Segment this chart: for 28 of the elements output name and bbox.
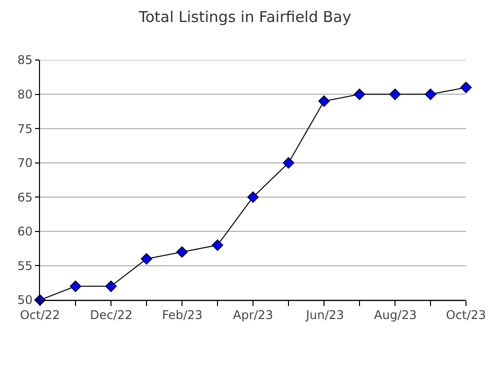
y-tick-label: 55 — [17, 258, 33, 273]
y-tick-label: 65 — [17, 190, 33, 204]
x-tick-label: Dec/22 — [90, 308, 133, 322]
point — [176, 246, 188, 258]
x-tick-label: Apr/23 — [233, 308, 274, 322]
y-tick-label: 60 — [17, 224, 33, 239]
point — [460, 82, 472, 94]
point — [212, 239, 224, 251]
x-tick-label: Feb/23 — [162, 308, 203, 322]
point — [318, 95, 330, 107]
y-tick-label: 85 — [17, 53, 33, 68]
x-tick-label: Oct/23 — [446, 308, 486, 322]
point — [140, 253, 152, 265]
point — [70, 280, 82, 292]
x-tick-label: Jun/23 — [305, 308, 344, 322]
y-tick-label: 50 — [17, 293, 33, 308]
y-tick-label: 70 — [17, 156, 33, 170]
point — [424, 88, 436, 100]
point — [282, 157, 294, 169]
point — [247, 191, 259, 203]
point — [354, 88, 366, 100]
x-tick-label: Oct/22 — [20, 308, 60, 322]
x-tick-label: Aug/23 — [374, 308, 417, 322]
point — [105, 280, 117, 292]
chart-title: Total Listings in Fairfield Bay — [138, 8, 352, 26]
y-tick-label: 80 — [17, 87, 33, 102]
point — [389, 88, 401, 100]
y-tick-label: 75 — [17, 122, 33, 136]
